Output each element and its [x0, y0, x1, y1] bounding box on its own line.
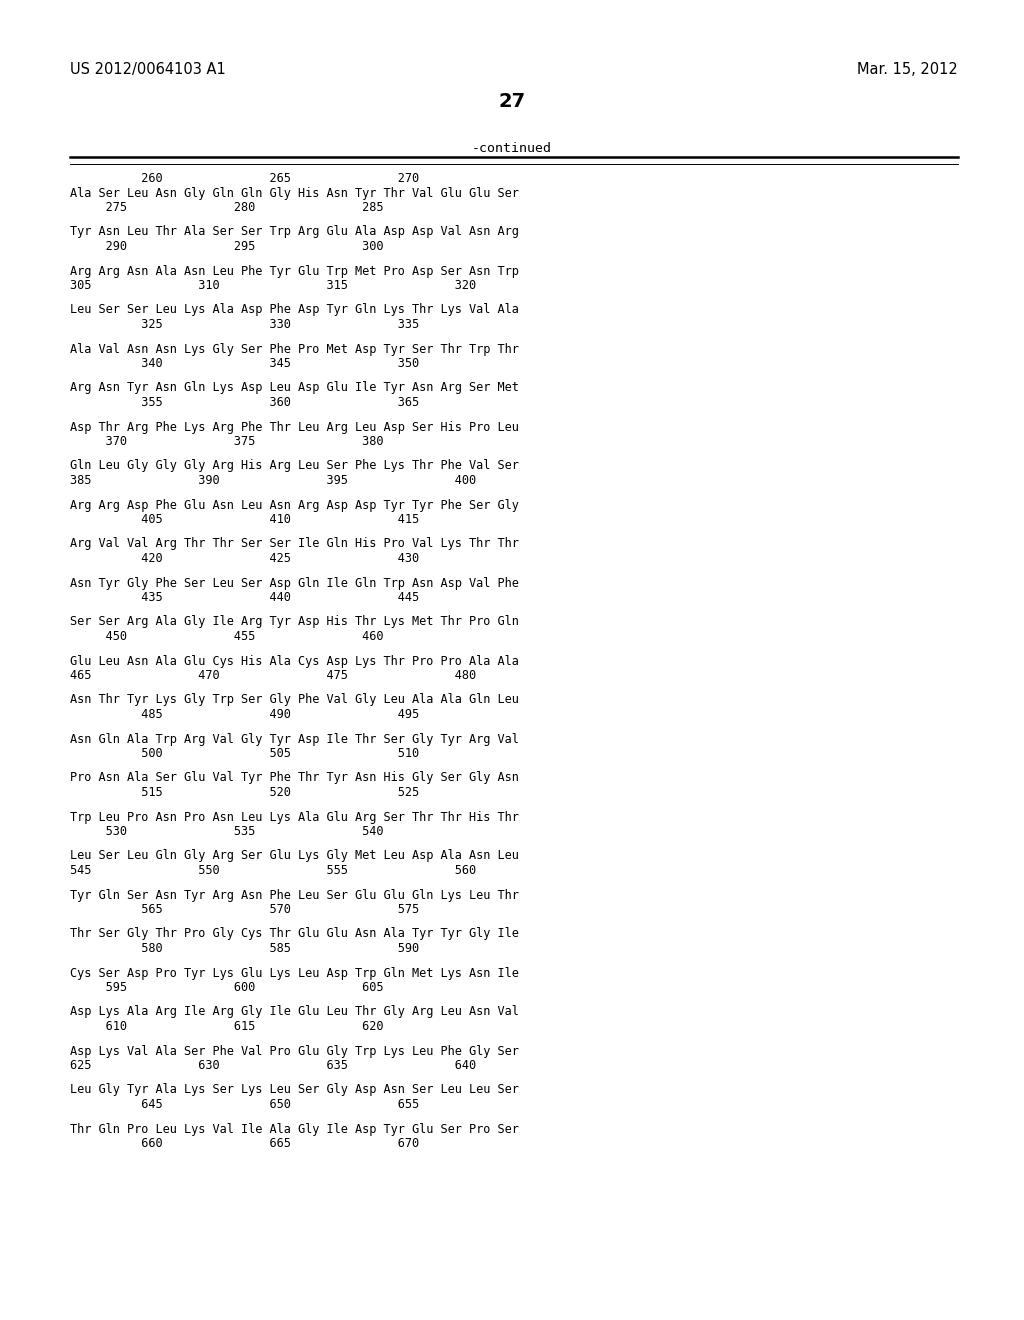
- Text: Mar. 15, 2012: Mar. 15, 2012: [857, 62, 958, 77]
- Text: 290               295               300: 290 295 300: [70, 240, 384, 253]
- Text: Asn Thr Tyr Lys Gly Trp Ser Gly Phe Val Gly Leu Ala Ala Gln Leu: Asn Thr Tyr Lys Gly Trp Ser Gly Phe Val …: [70, 693, 519, 706]
- Text: Arg Asn Tyr Asn Gln Lys Asp Leu Asp Glu Ile Tyr Asn Arg Ser Met: Arg Asn Tyr Asn Gln Lys Asp Leu Asp Glu …: [70, 381, 519, 395]
- Text: Tyr Gln Ser Asn Tyr Arg Asn Phe Leu Ser Glu Glu Gln Lys Leu Thr: Tyr Gln Ser Asn Tyr Arg Asn Phe Leu Ser …: [70, 888, 519, 902]
- Text: Tyr Asn Leu Thr Ala Ser Ser Trp Arg Glu Ala Asp Asp Val Asn Arg: Tyr Asn Leu Thr Ala Ser Ser Trp Arg Glu …: [70, 226, 519, 239]
- Text: 565               570               575: 565 570 575: [70, 903, 419, 916]
- Text: 385               390               395               400: 385 390 395 400: [70, 474, 476, 487]
- Text: Leu Ser Leu Gln Gly Arg Ser Glu Lys Gly Met Leu Asp Ala Asn Leu: Leu Ser Leu Gln Gly Arg Ser Glu Lys Gly …: [70, 850, 519, 862]
- Text: 435               440               445: 435 440 445: [70, 591, 419, 605]
- Text: 660               665               670: 660 665 670: [70, 1137, 419, 1150]
- Text: 530               535               540: 530 535 540: [70, 825, 384, 838]
- Text: Gln Leu Gly Gly Gly Arg His Arg Leu Ser Phe Lys Thr Phe Val Ser: Gln Leu Gly Gly Gly Arg His Arg Leu Ser …: [70, 459, 519, 473]
- Text: Glu Leu Asn Ala Glu Cys His Ala Cys Asp Lys Thr Pro Pro Ala Ala: Glu Leu Asn Ala Glu Cys His Ala Cys Asp …: [70, 655, 519, 668]
- Text: Thr Gln Pro Leu Lys Val Ile Ala Gly Ile Asp Tyr Glu Ser Pro Ser: Thr Gln Pro Leu Lys Val Ile Ala Gly Ile …: [70, 1122, 519, 1135]
- Text: Ser Ser Arg Ala Gly Ile Arg Tyr Asp His Thr Lys Met Thr Pro Gln: Ser Ser Arg Ala Gly Ile Arg Tyr Asp His …: [70, 615, 519, 628]
- Text: 27: 27: [499, 92, 525, 111]
- Text: 485               490               495: 485 490 495: [70, 708, 419, 721]
- Text: Cys Ser Asp Pro Tyr Lys Glu Lys Leu Asp Trp Gln Met Lys Asn Ile: Cys Ser Asp Pro Tyr Lys Glu Lys Leu Asp …: [70, 966, 519, 979]
- Text: Arg Arg Asn Ala Asn Leu Phe Tyr Glu Trp Met Pro Asp Ser Asn Trp: Arg Arg Asn Ala Asn Leu Phe Tyr Glu Trp …: [70, 264, 519, 277]
- Text: 610               615               620: 610 615 620: [70, 1020, 384, 1034]
- Text: 465               470               475               480: 465 470 475 480: [70, 669, 476, 682]
- Text: 580               585               590: 580 585 590: [70, 942, 419, 954]
- Text: 275               280               285: 275 280 285: [70, 201, 384, 214]
- Text: 515               520               525: 515 520 525: [70, 785, 419, 799]
- Text: Leu Gly Tyr Ala Lys Ser Lys Leu Ser Gly Asp Asn Ser Leu Leu Ser: Leu Gly Tyr Ala Lys Ser Lys Leu Ser Gly …: [70, 1084, 519, 1097]
- Text: Asp Lys Val Ala Ser Phe Val Pro Glu Gly Trp Lys Leu Phe Gly Ser: Asp Lys Val Ala Ser Phe Val Pro Glu Gly …: [70, 1044, 519, 1057]
- Text: 340               345               350: 340 345 350: [70, 356, 419, 370]
- Text: Asp Lys Ala Arg Ile Arg Gly Ile Glu Leu Thr Gly Arg Leu Asn Val: Asp Lys Ala Arg Ile Arg Gly Ile Glu Leu …: [70, 1006, 519, 1019]
- Text: 545               550               555               560: 545 550 555 560: [70, 865, 476, 876]
- Text: 500               505               510: 500 505 510: [70, 747, 419, 760]
- Text: Asn Tyr Gly Phe Ser Leu Ser Asp Gln Ile Gln Trp Asn Asp Val Phe: Asn Tyr Gly Phe Ser Leu Ser Asp Gln Ile …: [70, 577, 519, 590]
- Text: -continued: -continued: [472, 143, 552, 154]
- Text: US 2012/0064103 A1: US 2012/0064103 A1: [70, 62, 225, 77]
- Text: Leu Ser Ser Leu Lys Ala Asp Phe Asp Tyr Gln Lys Thr Lys Val Ala: Leu Ser Ser Leu Lys Ala Asp Phe Asp Tyr …: [70, 304, 519, 317]
- Text: Asn Gln Ala Trp Arg Val Gly Tyr Asp Ile Thr Ser Gly Tyr Arg Val: Asn Gln Ala Trp Arg Val Gly Tyr Asp Ile …: [70, 733, 519, 746]
- Text: Pro Asn Ala Ser Glu Val Tyr Phe Thr Tyr Asn His Gly Ser Gly Asn: Pro Asn Ala Ser Glu Val Tyr Phe Thr Tyr …: [70, 771, 519, 784]
- Text: 420               425               430: 420 425 430: [70, 552, 419, 565]
- Text: 625               630               635               640: 625 630 635 640: [70, 1059, 476, 1072]
- Text: 450               455               460: 450 455 460: [70, 630, 384, 643]
- Text: 325               330               335: 325 330 335: [70, 318, 419, 331]
- Text: 405               410               415: 405 410 415: [70, 513, 419, 525]
- Text: Trp Leu Pro Asn Pro Asn Leu Lys Ala Glu Arg Ser Thr Thr His Thr: Trp Leu Pro Asn Pro Asn Leu Lys Ala Glu …: [70, 810, 519, 824]
- Text: 595               600               605: 595 600 605: [70, 981, 384, 994]
- Text: Ala Val Asn Asn Lys Gly Ser Phe Pro Met Asp Tyr Ser Thr Trp Thr: Ala Val Asn Asn Lys Gly Ser Phe Pro Met …: [70, 342, 519, 355]
- Text: Arg Val Val Arg Thr Thr Ser Ser Ile Gln His Pro Val Lys Thr Thr: Arg Val Val Arg Thr Thr Ser Ser Ile Gln …: [70, 537, 519, 550]
- Text: Arg Arg Asp Phe Glu Asn Leu Asn Arg Asp Asp Tyr Tyr Phe Ser Gly: Arg Arg Asp Phe Glu Asn Leu Asn Arg Asp …: [70, 499, 519, 511]
- Text: 260               265               270: 260 265 270: [70, 172, 419, 185]
- Text: 645               650               655: 645 650 655: [70, 1098, 419, 1111]
- Text: 370               375               380: 370 375 380: [70, 436, 384, 447]
- Text: Ala Ser Leu Asn Gly Gln Gln Gly His Asn Tyr Thr Val Glu Glu Ser: Ala Ser Leu Asn Gly Gln Gln Gly His Asn …: [70, 186, 519, 199]
- Text: 305               310               315               320: 305 310 315 320: [70, 279, 476, 292]
- Text: 355               360               365: 355 360 365: [70, 396, 419, 409]
- Text: Asp Thr Arg Phe Lys Arg Phe Thr Leu Arg Leu Asp Ser His Pro Leu: Asp Thr Arg Phe Lys Arg Phe Thr Leu Arg …: [70, 421, 519, 433]
- Text: Thr Ser Gly Thr Pro Gly Cys Thr Glu Glu Asn Ala Tyr Tyr Gly Ile: Thr Ser Gly Thr Pro Gly Cys Thr Glu Glu …: [70, 928, 519, 940]
